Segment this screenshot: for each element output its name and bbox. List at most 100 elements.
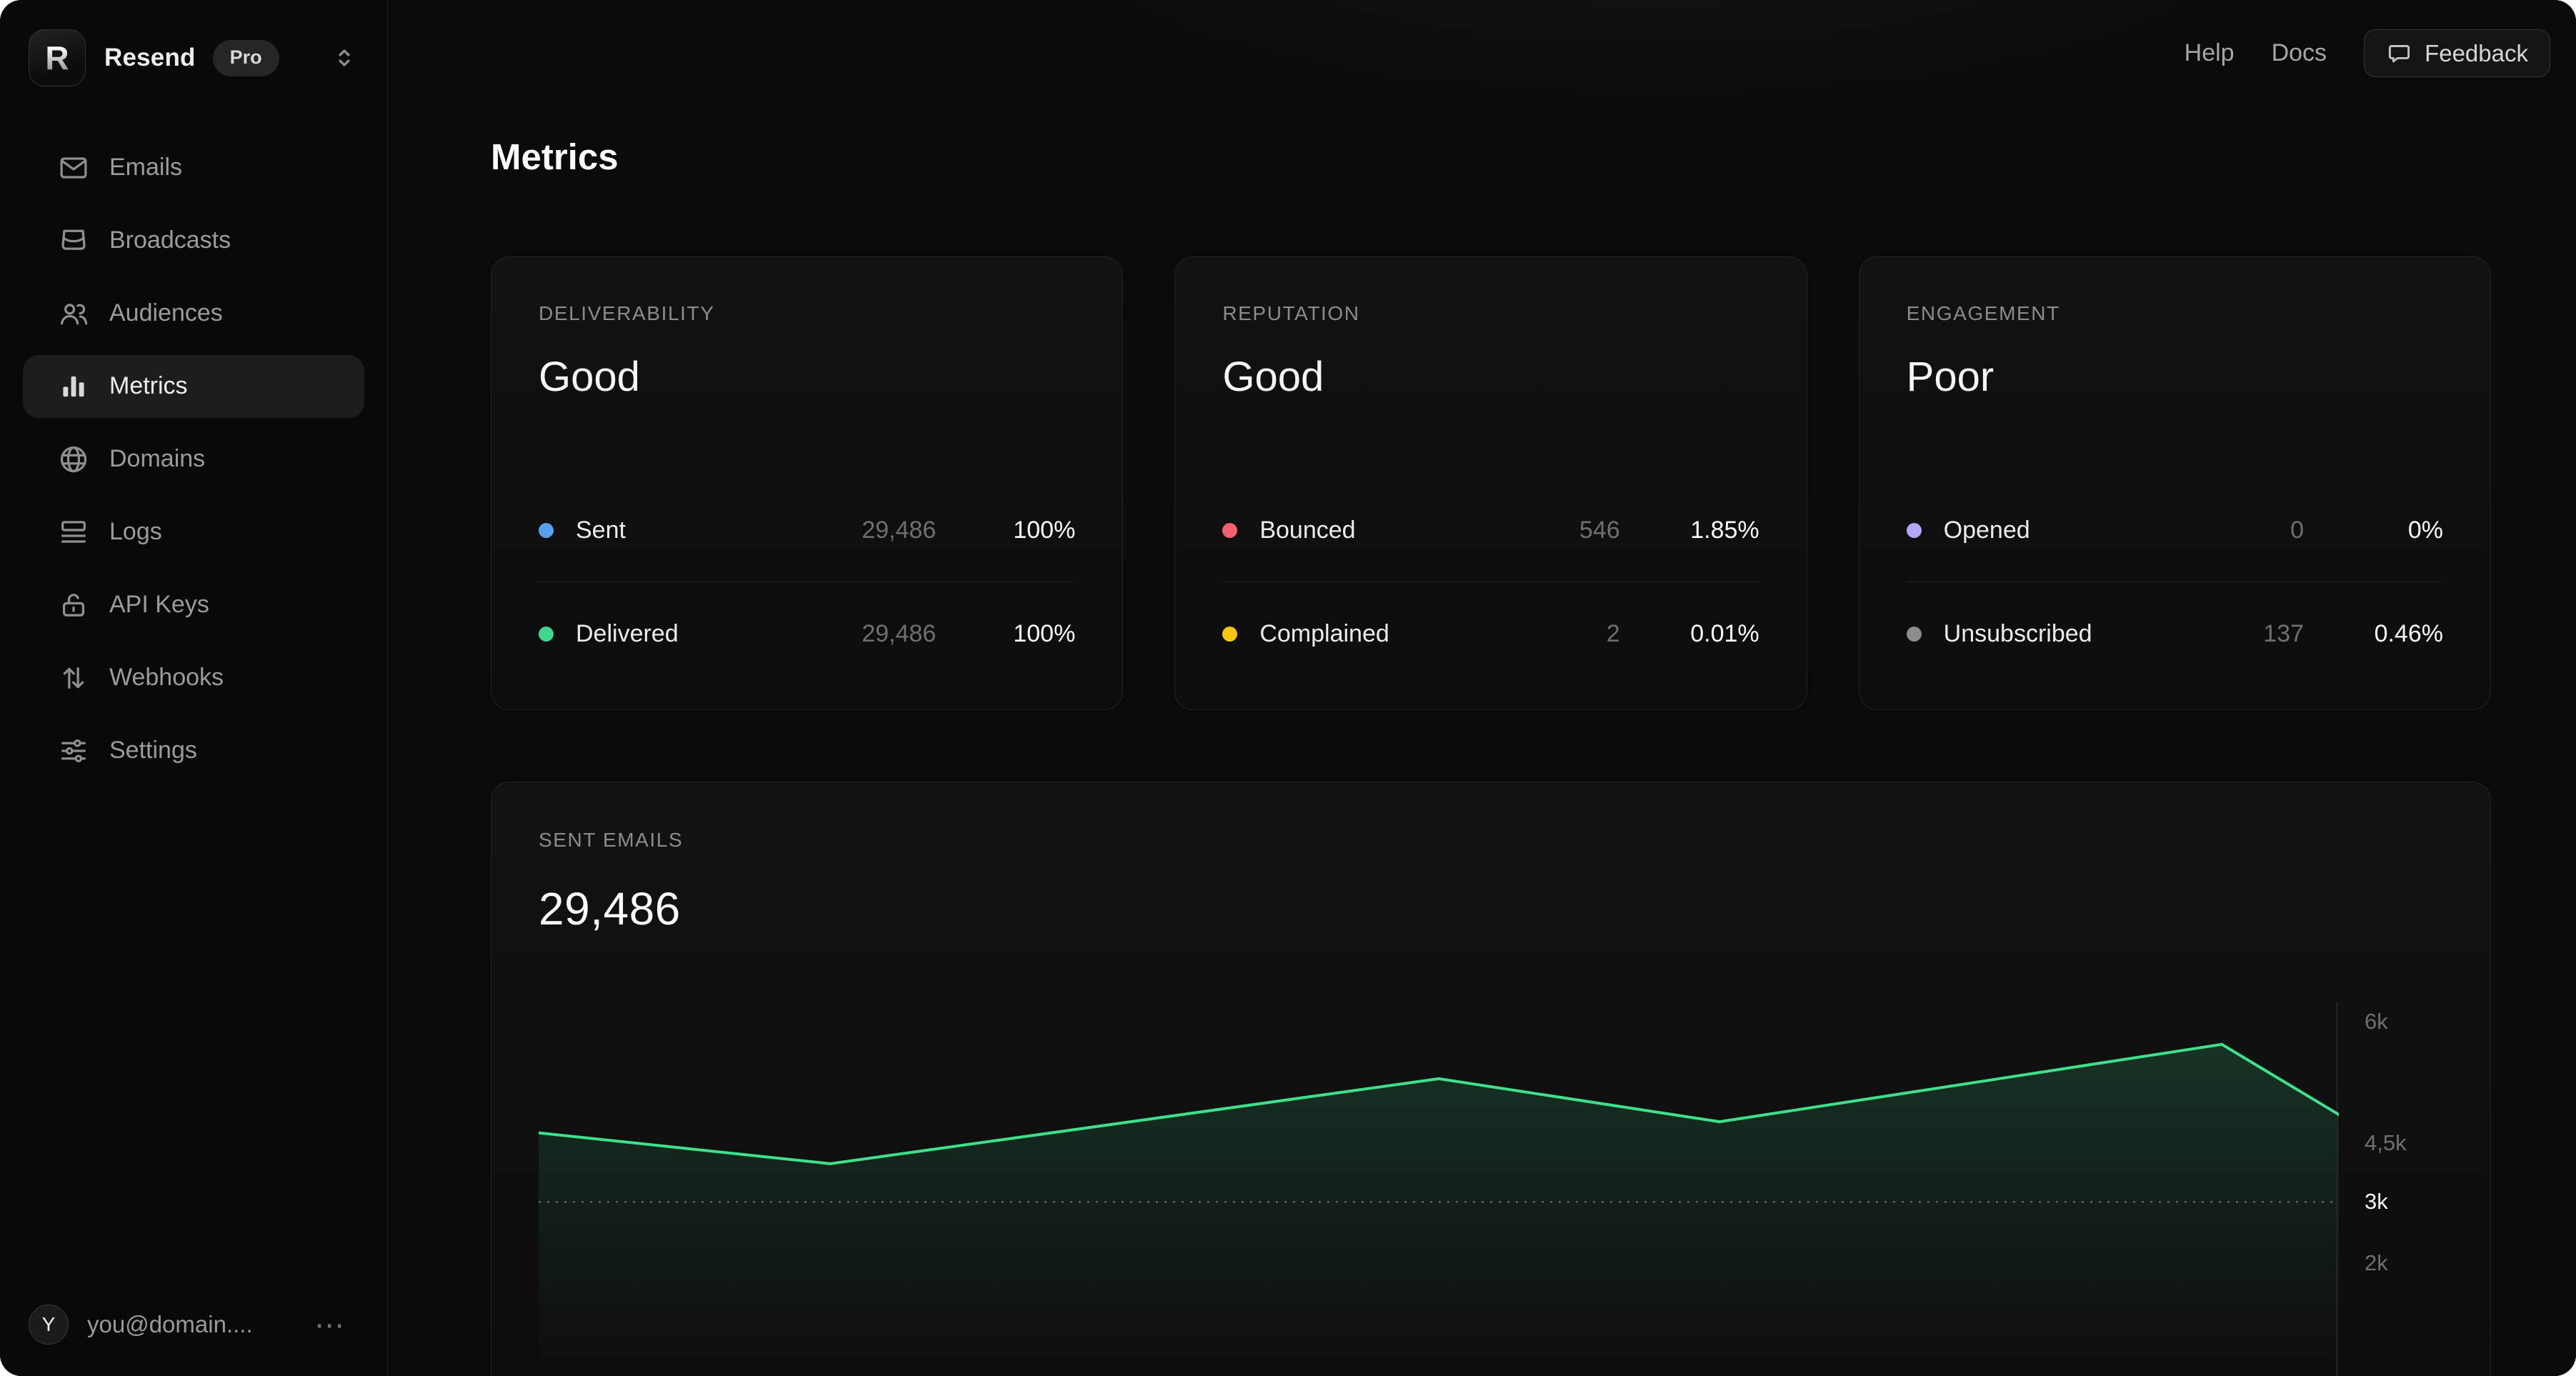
- metrics-icon: [57, 370, 90, 403]
- metric-percent: 0.01%: [1690, 619, 1759, 647]
- metric-percent: 1.85%: [1690, 516, 1759, 544]
- feedback-button[interactable]: Feedback: [2364, 29, 2550, 77]
- metric-name: Complained: [1259, 619, 1389, 647]
- topbar: Help Docs Feedback: [2185, 29, 2550, 77]
- card-rows: Sent 29,486 100% Delivered 29,486 100%: [539, 504, 1076, 659]
- card-status: Good: [539, 354, 640, 400]
- plan-badge: Pro: [212, 39, 279, 76]
- emails-icon: [57, 151, 90, 184]
- metric-row-sent: Sent 29,486 100%: [539, 504, 1075, 556]
- sidebar-item-label: Domains: [109, 445, 206, 472]
- avatar: Y: [29, 1305, 69, 1345]
- sidebar-item-label: API Keys: [109, 591, 209, 618]
- logs-icon: [57, 516, 90, 549]
- metric-card-reputation: REPUTATION Good Bounced 546 1.85% Complained 2…: [1174, 256, 1807, 710]
- ellipsis-menu-icon[interactable]: ⋯: [314, 1307, 346, 1342]
- chevron-updown-icon[interactable]: [330, 44, 359, 72]
- metric-row-delivered: Delivered 29,486 100%: [539, 608, 1075, 659]
- sidebar-item-label: Emails: [109, 154, 183, 181]
- audiences-icon: [57, 297, 90, 330]
- sidebar-item-logs[interactable]: Logs: [23, 501, 364, 564]
- metric-count: 137: [2263, 619, 2304, 647]
- card-status: Good: [1222, 354, 1324, 400]
- sidebar-footer: Y you@domain.... ⋯: [0, 1305, 387, 1376]
- card-status: Poor: [1906, 354, 1995, 400]
- sidebar: R Resend Pro Emails Broadcasts Audiences Me…: [0, 0, 388, 1376]
- card-label: DELIVERABILITY: [539, 302, 715, 324]
- metric-cards: DELIVERABILITY Good Sent 29,486 100% Delivere…: [491, 256, 2491, 710]
- sent-emails-card: SENT EMAILS 29,486 6k 4,5k 3k 2k: [491, 782, 2491, 1376]
- webhooks-icon: [57, 662, 90, 694]
- metric-count: 0: [2290, 516, 2304, 544]
- metric-row-unsubscribed: Unsubscribed 137 0.46%: [1906, 608, 2443, 659]
- metric-name: Delivered: [576, 619, 679, 647]
- metric-row-opened: Opened 0 0%: [1906, 504, 2443, 556]
- metric-count: 2: [1606, 619, 1620, 647]
- sent-emails-area-chart: [539, 997, 2339, 1376]
- chart-y-axis: 6k 4,5k 3k 2k: [2339, 997, 2490, 1376]
- broadcasts-icon: [57, 224, 90, 257]
- y-axis-tick: 3k: [2365, 1189, 2388, 1214]
- y-axis-tick: 6k: [2365, 1009, 2388, 1034]
- resend-logo: R: [29, 29, 86, 86]
- feedback-bubble-icon: [2386, 40, 2412, 66]
- metric-card-engagement: ENGAGEMENT Poor Opened 0 0% Unsubscribed 137 0.…: [1858, 256, 2491, 710]
- card-label: REPUTATION: [1222, 302, 1360, 324]
- sidebar-item-label: Audiences: [109, 299, 223, 326]
- sidebar-nav: Emails Broadcasts Audiences Metrics Domains L…: [0, 136, 387, 792]
- docs-link[interactable]: Docs: [2271, 39, 2327, 66]
- help-link[interactable]: Help: [2184, 39, 2235, 66]
- sidebar-item-label: Logs: [109, 518, 162, 545]
- settings-icon: [57, 734, 90, 767]
- metric-count: 546: [1579, 516, 1620, 544]
- sidebar-item-settings[interactable]: Settings: [23, 719, 364, 782]
- sidebar-item-domains[interactable]: Domains: [23, 428, 364, 491]
- sidebar-item-api-keys[interactable]: API Keys: [23, 574, 364, 637]
- legend-dot: [539, 626, 554, 642]
- sidebar-item-webhooks[interactable]: Webhooks: [23, 647, 364, 709]
- metric-count: 29,486: [862, 516, 937, 544]
- legend-dot: [1906, 626, 1922, 642]
- y-axis-tick: 4,5k: [2365, 1130, 2407, 1155]
- legend-dot: [1906, 522, 1922, 538]
- brand-name: Resend: [104, 44, 196, 71]
- metric-name: Sent: [576, 516, 626, 544]
- legend-dot: [539, 522, 554, 538]
- chart-area-fill: [539, 1044, 2339, 1376]
- sidebar-item-emails[interactable]: Emails: [23, 136, 364, 199]
- workspace-switcher[interactable]: R Resend Pro: [29, 29, 359, 86]
- user-email: you@domain....: [87, 1311, 253, 1337]
- domains-icon: [57, 443, 90, 476]
- avatar-initial: Y: [41, 1313, 56, 1335]
- user-menu[interactable]: Y you@domain.... ⋯: [29, 1305, 359, 1345]
- sent-emails-chart[interactable]: 6k 4,5k 3k 2k: [539, 997, 2490, 1376]
- feedback-label: Feedback: [2425, 39, 2528, 66]
- sidebar-item-metrics[interactable]: Metrics: [23, 355, 364, 418]
- metric-count: 29,486: [862, 619, 937, 647]
- card-label: ENGAGEMENT: [1906, 302, 2060, 324]
- metric-card-deliverability: DELIVERABILITY Good Sent 29,486 100% Delivere…: [491, 256, 1124, 710]
- metric-row-complained: Complained 2 0.01%: [1222, 608, 1759, 659]
- api-keys-icon: [57, 589, 90, 622]
- chart-series-line: [539, 1045, 2339, 1164]
- metric-percent: 0%: [2407, 516, 2443, 544]
- metric-percent: 100%: [1013, 516, 1076, 544]
- sidebar-item-audiences[interactable]: Audiences: [23, 282, 364, 345]
- card-rows: Bounced 546 1.85% Complained 2 0.01%: [1222, 504, 1759, 659]
- legend-dot: [1222, 626, 1238, 642]
- metric-row-bounced: Bounced 546 1.85%: [1222, 504, 1759, 556]
- metric-name: Bounced: [1259, 516, 1356, 544]
- metric-percent: 0.46%: [2374, 619, 2443, 647]
- sidebar-item-label: Settings: [109, 737, 197, 764]
- metric-name: Opened: [1943, 516, 2030, 544]
- metric-name: Unsubscribed: [1943, 619, 2092, 647]
- resend-logo-letter: R: [45, 39, 69, 76]
- sidebar-item-label: Webhooks: [109, 664, 224, 691]
- card-rows: Opened 0 0% Unsubscribed 137 0.46%: [1906, 504, 2443, 659]
- sidebar-item-broadcasts[interactable]: Broadcasts: [23, 209, 364, 272]
- legend-dot: [1222, 522, 1238, 538]
- sidebar-item-label: Broadcasts: [109, 226, 231, 254]
- sent-emails-total: 29,486: [539, 883, 681, 934]
- chart-card-label: SENT EMAILS: [539, 829, 684, 851]
- main-content: Help Docs Feedback Metrics DELIVERABILIT…: [388, 0, 2576, 1376]
